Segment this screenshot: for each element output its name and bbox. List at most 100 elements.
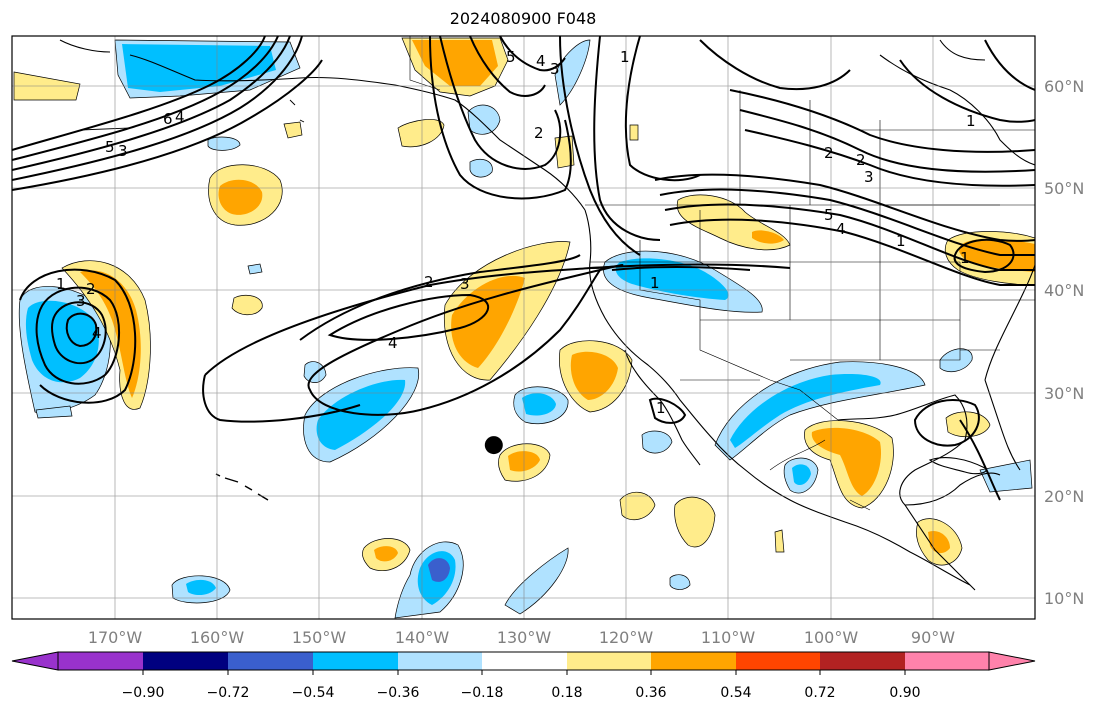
lat-tick-label: 40°N — [1044, 281, 1084, 300]
lat-tick-label: 30°N — [1044, 384, 1084, 403]
colorbar-bin — [651, 652, 736, 670]
colorbar: −0.90 −0.72 −0.54 −0.36 −0.18 0.18 0.36 … — [11, 651, 1036, 701]
colorbar-bin — [228, 652, 313, 670]
map-canvas: 6 5 4 3 2 1 2 3 4 1 1 1 2 3 4 5 4 3 2 1 … — [12, 36, 1035, 619]
colorbar-bin — [567, 652, 651, 670]
colorbar-bin — [736, 652, 820, 670]
contour-label: 4 — [92, 324, 102, 342]
longitude-tick-labels: 170°W 160°W 150°W 140°W 130°W 120°W 110°… — [88, 628, 955, 647]
contour-label: 1 — [56, 275, 66, 293]
positive-anomaly-small-core — [374, 546, 398, 562]
location-marker — [484, 436, 503, 455]
positive-anomaly-small — [629, 124, 639, 141]
contour-label: 2 — [424, 273, 434, 291]
lon-tick-label: 130°W — [497, 628, 552, 647]
negative-anomaly-small — [303, 361, 327, 383]
contour-label: 3 — [118, 142, 128, 160]
colorbar-tick-label: −0.36 — [377, 685, 420, 701]
contour-label: 3 — [460, 275, 470, 293]
negative-anomaly-deep-core — [428, 558, 450, 582]
map-frame — [11, 35, 1036, 620]
colorbar-bin — [820, 652, 905, 670]
contour-label: 1 — [960, 249, 970, 267]
positive-anomaly-baja-core — [570, 351, 618, 400]
coastlines — [59, 39, 1035, 591]
negative-anomaly-small — [469, 158, 493, 178]
colorbar-tick-label: 0.54 — [720, 685, 751, 701]
positive-anomaly-npac-core — [218, 179, 263, 215]
colorbar-bin — [313, 652, 398, 670]
contour-label: 1 — [620, 48, 630, 66]
contour-label: 4 — [836, 220, 846, 238]
latitude-tick-labels: 10°N 20°N 30°N 40°N 50°N 60°N — [1044, 77, 1084, 608]
negative-anomaly-small — [669, 574, 691, 590]
contour-label: 1 — [896, 232, 906, 250]
negative-anomaly-small — [467, 104, 501, 135]
colorbar-bin — [143, 652, 228, 670]
lon-tick-label: 120°W — [599, 628, 654, 647]
contour-label: 2 — [856, 151, 866, 169]
lon-tick-label: 150°W — [292, 628, 347, 647]
colorbar-tick-label: −0.90 — [122, 685, 165, 701]
colorbar-tick-label: −0.54 — [292, 685, 335, 701]
contour-label: 1 — [650, 274, 660, 292]
contour-label: 3 — [550, 60, 560, 78]
colorbar-bin — [58, 652, 143, 670]
negative-anomaly-small-core — [186, 579, 216, 596]
positive-anomaly-gulf-core — [811, 427, 882, 496]
colorbar-tick-label: 0.18 — [551, 685, 582, 701]
positive-anomaly-small — [774, 529, 785, 553]
lon-tick-label: 110°W — [701, 628, 756, 647]
lat-tick-label: 50°N — [1044, 179, 1084, 198]
lon-tick-label: 90°W — [911, 628, 955, 647]
contour-label: 3 — [76, 292, 86, 310]
colorbar-bin — [398, 652, 482, 670]
colorbar-extend-high — [988, 651, 1036, 671]
lat-tick-label: 60°N — [1044, 77, 1084, 96]
positive-anomaly-small — [397, 119, 445, 148]
colorbar-tick-marks — [142, 670, 906, 675]
colorbar-tick-labels: −0.90 −0.72 −0.54 −0.36 −0.18 0.18 0.36 … — [122, 685, 921, 701]
contour-label: 5 — [506, 48, 516, 66]
lon-tick-label: 140°W — [395, 628, 450, 647]
contour-label: 1 — [966, 112, 976, 130]
positive-anomaly-plains-core — [752, 230, 784, 244]
negative-anomaly-small-core — [792, 464, 811, 486]
lon-tick-label: 170°W — [88, 628, 143, 647]
contour-label: 5 — [105, 138, 115, 156]
negative-anomaly-small — [641, 430, 673, 454]
contour-label: 5 — [824, 206, 834, 224]
map-title: 2024080900 F048 — [449, 9, 597, 28]
lon-tick-label: 160°W — [190, 628, 245, 647]
positive-anomaly-small — [619, 492, 656, 521]
lat-tick-label: 10°N — [1044, 589, 1084, 608]
negative-anomaly-mexico-core — [730, 374, 881, 448]
positive-anomaly-offshore-ca-core — [451, 275, 525, 368]
positive-anomaly-small — [283, 121, 303, 139]
negative-anomaly-small — [35, 405, 73, 419]
colorbar-tick-label: −0.18 — [461, 685, 504, 701]
colorbar-tick-label: 0.90 — [889, 685, 920, 701]
lon-tick-label: 100°W — [804, 628, 859, 647]
contour-label: 1 — [656, 399, 666, 417]
contour-labels: 6 5 4 3 2 1 2 3 4 1 1 1 2 3 4 5 4 3 2 1 … — [56, 48, 976, 417]
positive-anomaly-small — [674, 496, 716, 548]
colorbar-tick-label: 0.36 — [635, 685, 666, 701]
contour-label: 4 — [536, 52, 546, 70]
contour-label: 6 — [163, 110, 173, 128]
negative-anomaly-sw-us-core — [615, 258, 729, 300]
colorbar-bin — [482, 652, 567, 670]
negative-anomaly-small-core — [522, 393, 556, 416]
contour-lines — [12, 36, 1035, 501]
colorbar-extend-low — [11, 651, 59, 671]
negative-anomaly-small — [247, 263, 263, 275]
positive-anomaly-small — [231, 294, 263, 316]
contour-label: 3 — [864, 168, 874, 186]
contour-label: 4 — [388, 334, 398, 352]
colorbar-tick-label: 0.72 — [804, 685, 835, 701]
positive-anomaly-west-low-core — [80, 270, 141, 398]
contour-label: 2 — [86, 280, 96, 298]
colorbar-frame — [57, 651, 990, 671]
colorbar-bin — [905, 652, 989, 670]
